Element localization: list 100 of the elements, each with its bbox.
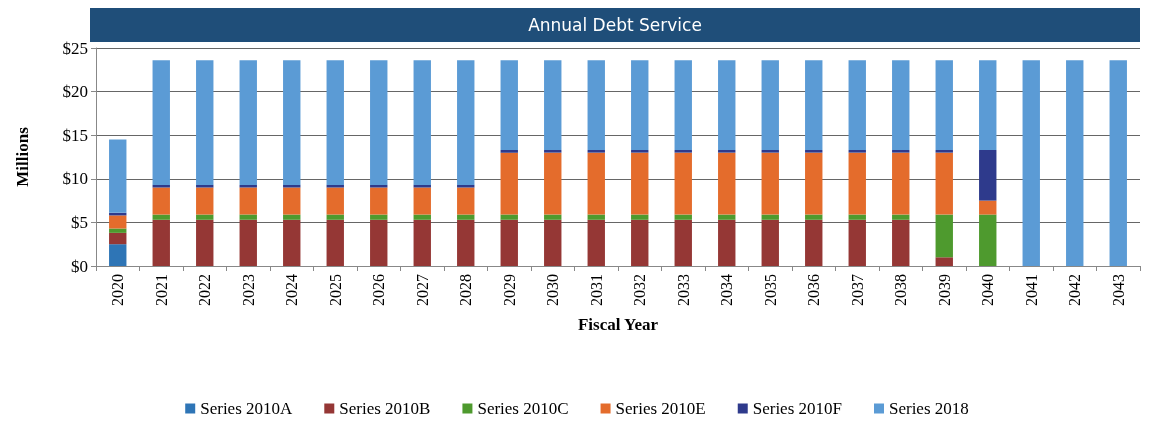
bar — [109, 215, 127, 229]
bar — [196, 60, 214, 185]
bar — [892, 150, 910, 153]
y-tick-label: $0 — [71, 256, 88, 276]
bar — [239, 219, 257, 266]
bar — [413, 184, 431, 188]
bar — [1022, 60, 1040, 266]
bar — [587, 219, 605, 266]
bar — [196, 214, 214, 220]
legend-label: Series 2010C — [477, 399, 569, 418]
bar — [457, 187, 475, 215]
bar — [805, 150, 823, 153]
bar — [109, 232, 127, 245]
bar — [283, 184, 301, 188]
bar — [805, 219, 823, 266]
bar — [1066, 60, 1084, 266]
legend-label: Series 2010E — [615, 399, 706, 418]
bar — [848, 60, 866, 151]
bar — [283, 187, 301, 215]
bar — [935, 214, 953, 258]
x-tick-label: 2032 — [631, 274, 649, 306]
bar — [196, 184, 214, 188]
bar — [457, 214, 475, 220]
bar — [370, 184, 388, 188]
bar — [587, 60, 605, 151]
bar — [805, 152, 823, 215]
bar — [544, 214, 562, 220]
bar — [674, 219, 692, 266]
bar — [761, 219, 779, 266]
x-tick-label: 2038 — [892, 274, 910, 306]
bar — [152, 184, 170, 188]
bar — [283, 219, 301, 266]
bar — [718, 214, 736, 220]
bar — [718, 152, 736, 215]
bar — [587, 214, 605, 220]
bar — [761, 152, 779, 215]
bar — [326, 219, 344, 266]
bar — [500, 150, 518, 153]
x-tick-label: 2020 — [109, 274, 127, 306]
bar — [283, 214, 301, 220]
bar — [196, 219, 214, 266]
bar — [979, 60, 997, 151]
bar — [631, 150, 649, 153]
bar — [239, 187, 257, 215]
bar — [761, 60, 779, 151]
bar — [152, 214, 170, 220]
bar — [500, 219, 518, 266]
x-tick-label: 2022 — [196, 274, 214, 306]
bar — [413, 187, 431, 215]
bar — [761, 214, 779, 220]
bar — [979, 200, 997, 215]
bar — [892, 219, 910, 266]
bar — [283, 60, 301, 185]
bar — [326, 184, 344, 188]
legend-label: Series 2018 — [888, 399, 969, 418]
bar — [500, 214, 518, 220]
legend-label: Series 2010B — [339, 399, 431, 418]
bar — [892, 60, 910, 151]
bar — [674, 150, 692, 153]
bar — [239, 60, 257, 185]
bar — [239, 184, 257, 188]
bar — [457, 219, 475, 266]
bar — [152, 219, 170, 266]
bar — [631, 214, 649, 220]
bar — [239, 214, 257, 220]
bar — [370, 214, 388, 220]
y-tick-label: $15 — [62, 125, 88, 145]
bar — [370, 60, 388, 185]
x-tick-label: 2042 — [1066, 274, 1084, 306]
chart-title: Annual Debt Service — [90, 8, 1140, 42]
bar — [892, 214, 910, 220]
bar — [500, 60, 518, 151]
x-tick-label: 2035 — [761, 274, 779, 306]
bar — [935, 152, 953, 215]
bar — [500, 152, 518, 215]
bar — [587, 150, 605, 153]
bar — [326, 60, 344, 185]
y-tick-label: $25 — [62, 38, 88, 58]
bar — [326, 187, 344, 215]
bar — [544, 60, 562, 151]
bar — [544, 152, 562, 215]
bar — [848, 150, 866, 153]
x-axis-title: Fiscal Year — [577, 315, 659, 334]
x-tick-label: 2030 — [544, 274, 562, 306]
bar — [544, 219, 562, 266]
bar — [1109, 60, 1127, 266]
x-tick-label: 2039 — [935, 274, 953, 306]
legend-label: Series 2010F — [752, 399, 842, 418]
x-tick-label: 2033 — [674, 274, 692, 306]
bar — [196, 187, 214, 215]
bar — [152, 187, 170, 215]
bar — [718, 219, 736, 266]
bar — [152, 60, 170, 185]
bar — [892, 152, 910, 215]
x-tick-label: 2031 — [587, 274, 605, 306]
bar — [805, 60, 823, 151]
x-tick-label: 2021 — [152, 274, 170, 306]
x-tick-label: 2029 — [500, 274, 518, 306]
bar — [413, 60, 431, 185]
bar — [848, 214, 866, 220]
